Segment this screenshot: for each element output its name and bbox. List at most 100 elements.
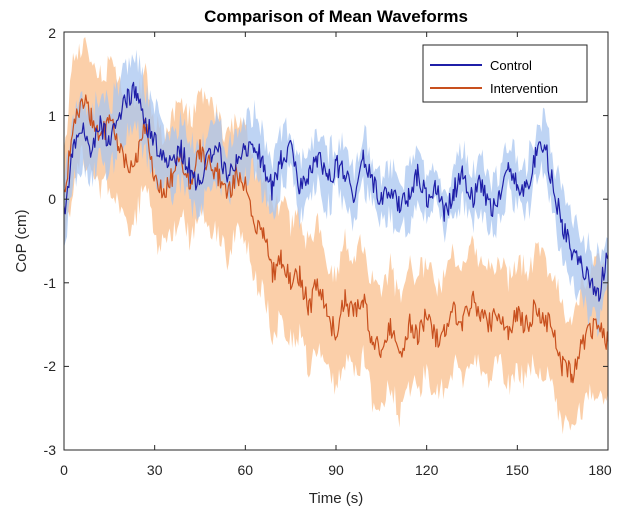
- data-point-intervention: [100, 132, 101, 133]
- legend: Control Intervention: [422, 44, 588, 103]
- data-point-intervention: [127, 165, 128, 166]
- data-point-intervention: [336, 332, 337, 333]
- data-point-control: [363, 157, 364, 158]
- data-point-control: [200, 182, 201, 183]
- x-axis: 0 30 60 90 120 150 180: [60, 462, 612, 478]
- data-point-intervention: [326, 316, 327, 317]
- x-axis-label: Time (s): [309, 490, 363, 507]
- data-point-control: [172, 165, 173, 166]
- data-point-intervention: [118, 140, 119, 141]
- data-point-intervention: [281, 257, 282, 258]
- data-point-intervention: [499, 307, 500, 308]
- data-point-intervention: [571, 374, 572, 375]
- data-point-control: [481, 182, 482, 183]
- x-tick-label: 120: [415, 462, 439, 478]
- data-point-control: [136, 90, 137, 91]
- data-point-intervention: [589, 332, 590, 333]
- data-point-control: [227, 174, 228, 175]
- data-point-control: [154, 140, 155, 141]
- data-point-control: [426, 199, 427, 200]
- data-point-intervention: [381, 349, 382, 350]
- data-point-intervention: [399, 358, 400, 359]
- data-point-control: [245, 149, 246, 150]
- data-point-control: [127, 98, 128, 99]
- data-point-intervention: [598, 324, 599, 325]
- data-point-control: [417, 174, 418, 175]
- data-point-control: [236, 157, 237, 158]
- data-point-intervention: [263, 232, 264, 233]
- data-point-control: [299, 190, 300, 191]
- data-point-intervention: [136, 157, 137, 158]
- data-point-intervention: [535, 307, 536, 308]
- data-point-intervention: [308, 307, 309, 308]
- y-tick-label: 2: [48, 25, 56, 41]
- data-point-intervention: [372, 341, 373, 342]
- data-point-control: [308, 174, 309, 175]
- data-point-control: [562, 224, 563, 225]
- legend-box: [422, 44, 588, 103]
- data-point-intervention: [345, 299, 346, 300]
- data-point-control: [372, 182, 373, 183]
- data-point-control: [589, 282, 590, 283]
- data-point-intervention: [562, 366, 563, 367]
- legend-label-control: Control: [490, 58, 532, 73]
- data-point-control: [508, 165, 509, 166]
- data-point-control: [254, 140, 255, 141]
- data-point-control: [526, 190, 527, 191]
- data-point-intervention: [544, 316, 545, 317]
- data-point-intervention: [417, 332, 418, 333]
- legend-label-intervention: Intervention: [490, 81, 558, 96]
- data-point-intervention: [363, 299, 364, 300]
- x-tick-label: 0: [60, 462, 68, 478]
- data-point-intervention: [354, 316, 355, 317]
- data-point-intervention: [290, 282, 291, 283]
- data-point-intervention: [272, 274, 273, 275]
- y-axis-label: CoP (cm): [13, 209, 30, 272]
- data-point-control: [181, 149, 182, 150]
- data-point-intervention: [200, 149, 201, 150]
- data-point-intervention: [553, 332, 554, 333]
- chart-title: Comparison of Mean Waveforms: [204, 7, 468, 26]
- data-point-control: [263, 165, 264, 166]
- x-tick-label: 30: [147, 462, 163, 478]
- data-point-intervention: [462, 324, 463, 325]
- data-point-control: [580, 266, 581, 267]
- data-point-control: [272, 190, 273, 191]
- data-point-control: [535, 157, 536, 158]
- data-point-control: [354, 199, 355, 200]
- data-point-control: [453, 190, 454, 191]
- data-point-intervention: [172, 174, 173, 175]
- data-point-control: [444, 215, 445, 216]
- series-line-intervention: [63, 94, 609, 384]
- data-point-control: [462, 174, 463, 175]
- data-point-control: [336, 165, 337, 166]
- data-point-intervention: [472, 299, 473, 300]
- data-point-control: [91, 149, 92, 150]
- data-point-control: [209, 157, 210, 158]
- data-point-intervention: [91, 115, 92, 116]
- data-point-control: [82, 132, 83, 133]
- data-point-control: [109, 140, 110, 141]
- data-point-control: [408, 199, 409, 200]
- x-tick-label: 180: [588, 462, 612, 478]
- data-point-control: [163, 157, 164, 158]
- x-tick-label: 90: [328, 462, 344, 478]
- data-point-control: [544, 140, 545, 141]
- data-point-intervention: [163, 190, 164, 191]
- data-point-control: [435, 182, 436, 183]
- data-point-intervention: [517, 316, 518, 317]
- data-point-intervention: [227, 199, 228, 200]
- data-point-intervention: [390, 324, 391, 325]
- x-tick-label: 60: [238, 462, 254, 478]
- data-point-intervention: [444, 332, 445, 333]
- data-point-intervention: [481, 316, 482, 317]
- data-point-control: [490, 207, 491, 208]
- data-point-intervention: [580, 349, 581, 350]
- y-axis: -3 -2 -1 0 1 2: [44, 25, 57, 458]
- y-tick-label: 1: [48, 108, 56, 124]
- data-point-control: [345, 174, 346, 175]
- data-point-intervention: [109, 123, 110, 124]
- data-point-control: [517, 182, 518, 183]
- data-point-control: [281, 157, 282, 158]
